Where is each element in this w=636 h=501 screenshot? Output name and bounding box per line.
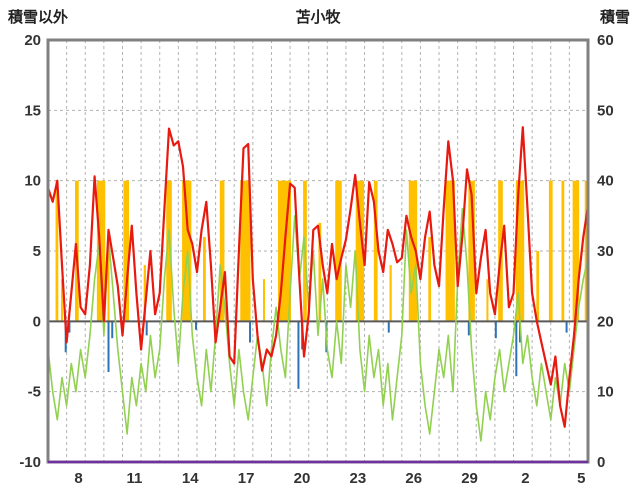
precipitation-bar	[494, 321, 497, 339]
left-axis-title: 積雪以外	[8, 9, 69, 26]
x-axis-tick-label: 5	[577, 470, 585, 487]
sunshine-bar	[584, 180, 588, 322]
right-axis-title: 積雪	[599, 9, 630, 26]
sunshine-bar	[123, 180, 129, 322]
right-axis-tick-label: 60	[597, 32, 614, 49]
left-axis-tick-label: -5	[28, 384, 41, 401]
sunshine-bar	[203, 236, 206, 322]
right-axis-tick-label: 30	[597, 243, 614, 260]
left-axis-tick-label: 20	[24, 32, 41, 49]
precipitation-bar	[107, 321, 110, 372]
precipitation-bar	[195, 321, 198, 330]
sunshine-bar	[561, 180, 565, 322]
precipitation-bar	[515, 321, 518, 377]
sunshine-bar	[536, 251, 540, 322]
sunshine-bar	[515, 180, 525, 322]
precipitation-bar	[565, 321, 568, 333]
right-axis-tick-label: 40	[597, 173, 614, 190]
sunshine-bar	[335, 180, 342, 322]
temperature-line	[46, 126, 590, 428]
sunshine-bar	[182, 180, 192, 322]
precipitation-bar	[68, 321, 71, 333]
x-axis-tick-label: 14	[182, 470, 199, 487]
x-axis-tick-label: 29	[461, 470, 478, 487]
sunshine-bar	[318, 222, 322, 322]
precipitation-bar	[249, 321, 252, 343]
x-axis-tick-label: 26	[405, 470, 422, 487]
x-axis-tick-label: 17	[238, 470, 255, 487]
left-axis-tick-label: 0	[33, 313, 41, 330]
precipitation-bar	[387, 321, 390, 333]
right-axis-tick-label: 0	[597, 454, 605, 471]
x-axis-tick-label: 2	[521, 470, 529, 487]
x-axis-tick-label: 23	[350, 470, 367, 487]
sunshine-bar	[468, 180, 475, 322]
left-axis-tick-label: 5	[33, 243, 41, 260]
sunshine-bar	[55, 180, 59, 322]
left-axis-tick-label: 15	[24, 102, 41, 119]
green-indicator-line	[47, 208, 589, 442]
sunshine-bar	[373, 180, 378, 322]
sunshine-bar	[60, 279, 63, 322]
sunshine-bar	[486, 279, 489, 322]
right-axis-tick-label: 10	[597, 384, 614, 401]
sunshine-bar	[428, 236, 432, 322]
left-axis-tick-label: -10	[19, 454, 41, 471]
precipitation-bar	[111, 321, 114, 339]
sunshine-bar	[219, 180, 225, 322]
sunshine-bar	[355, 180, 365, 322]
sunshine-bar	[166, 180, 172, 322]
precipitation-bar	[467, 321, 470, 336]
x-axis-tick-label: 20	[294, 470, 311, 487]
x-axis-tick-label: 8	[74, 470, 82, 487]
sunshine-bar	[548, 180, 553, 322]
x-axis-tick-label: 11	[126, 470, 142, 487]
sunshine-bar	[240, 180, 251, 322]
sunshine-bar	[107, 251, 110, 322]
sunshine-bar	[143, 265, 146, 322]
sunshine-bar	[572, 180, 580, 322]
precipitation-bar	[145, 321, 148, 336]
precipitation-bar	[297, 321, 300, 389]
sunshine-bar	[445, 180, 455, 322]
left-axis-tick-label: 10	[24, 173, 41, 190]
right-axis-tick-label: 50	[597, 102, 614, 119]
chart-title: 苫小牧	[295, 9, 341, 26]
sunshine-bar	[389, 265, 392, 322]
sunshine-bar	[263, 279, 265, 322]
sunshine-bar	[408, 180, 418, 322]
right-axis-tick-label: 20	[597, 313, 614, 330]
